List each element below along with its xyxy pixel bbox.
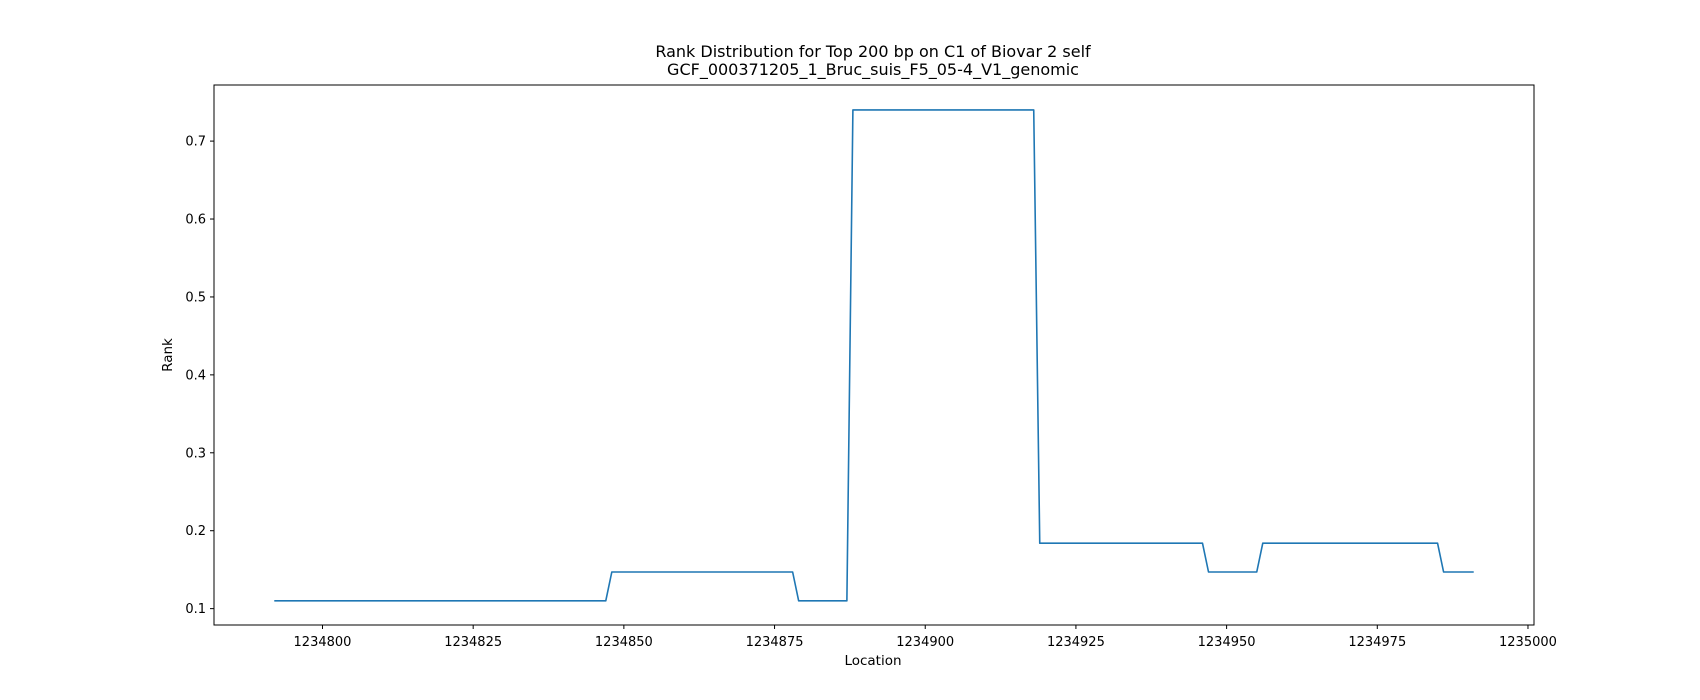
x-tick-label: 1234850 [595, 635, 653, 650]
x-tick-label: 1234925 [1047, 635, 1105, 650]
y-tick-label: 0.4 [185, 368, 206, 383]
y-tick-label: 0.6 [185, 213, 206, 228]
x-tick-label: 1234825 [444, 635, 502, 650]
x-tick-label: 1234800 [294, 635, 352, 650]
x-axis-label: Location [844, 653, 901, 669]
x-tick-label: 1234975 [1348, 635, 1406, 650]
y-tick-label: 0.2 [185, 524, 206, 539]
y-axis: 0.1 0.2 0.3 0.4 0.5 0.6 0.7 [185, 135, 214, 617]
y-axis-label: Rank [160, 338, 176, 372]
y-tick-label: 0.3 [185, 446, 206, 461]
y-tick-label: 0.7 [185, 135, 206, 150]
x-tick-label: 1234900 [896, 635, 954, 650]
x-tick-label: 1234950 [1198, 635, 1256, 650]
axes-frame [213, 84, 1535, 626]
x-tick-label: 1235000 [1499, 635, 1557, 650]
chart-title-line-2: GCF_000371205_1_Bruc_suis_F5_05-4_V1_gen… [667, 60, 1079, 80]
x-axis: 1234800 1234825 1234850 1234875 1234900 12349… [294, 625, 1557, 650]
series-line-0 [274, 109, 1474, 602]
x-tick-label: 1234875 [746, 635, 804, 650]
plot-area [274, 109, 1474, 602]
chart-title-line-1: Rank Distribution for Top 200 bp on C1 o… [655, 42, 1091, 61]
y-tick-label: 0.1 [185, 602, 206, 617]
y-tick-label: 0.5 [185, 290, 206, 305]
